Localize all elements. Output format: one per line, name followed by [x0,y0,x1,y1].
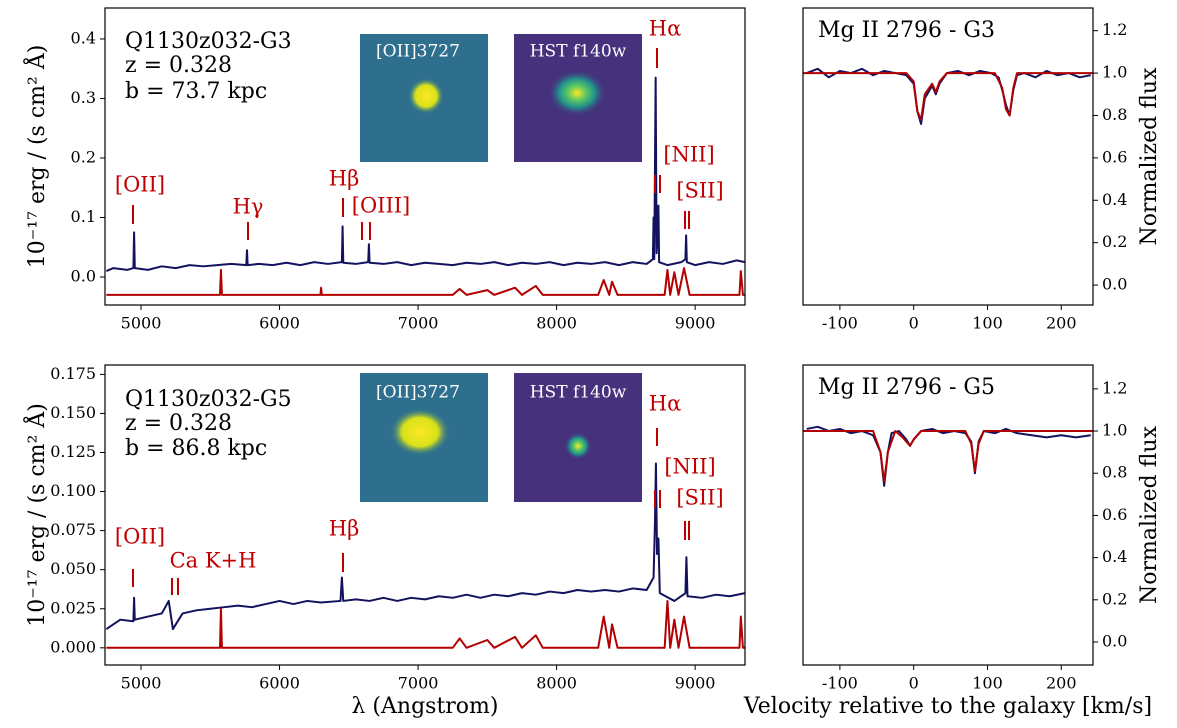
emission-line-label: [OIII] [352,194,411,218]
y-axis-label: 10⁻¹⁷ erg / (s cm² Å) [22,403,50,627]
y-tick-label: 0.0 [1102,632,1127,651]
x-tick-label: -100 [822,314,858,333]
y-tick-label: 0.2 [71,147,96,166]
emission-line-label: Ca K+H [170,549,257,573]
y-tick-label: 0.2 [1102,589,1127,608]
y-tick-label: 0.2 [1102,232,1127,251]
annotation: z = 0.328 [125,53,232,78]
y-tick-label: 0.175 [50,364,96,383]
inset-blob [564,432,592,460]
emission-line-label: [SII] [676,179,723,203]
axes-frame [104,364,746,666]
y-tick-label: 0.150 [50,403,96,422]
spectrum-line [806,67,1091,125]
y-tick-label: 0.4 [71,28,96,47]
y-tick-label: 0.3 [71,88,96,107]
inset-blob [547,69,607,117]
x-tick-label: 5000 [121,314,162,333]
spectrum-line [105,76,745,272]
x-tick-label: 8000 [536,674,577,693]
y-tick-label: 0.1 [71,207,96,226]
inset-blob [408,78,444,114]
annotation: b = 73.7 kpc [125,79,267,104]
x-tick-label: 0 [909,674,919,693]
panel-title: Mg II 2796 - G5 [818,375,995,400]
x-tick-label: 200 [1046,674,1077,693]
inset-label: HST f140w [530,383,627,403]
emission-line-label: [NII] [663,143,714,167]
x-tick-label: 9000 [675,674,716,693]
panel-title: Mg II 2796 - G3 [818,18,995,43]
y-tick-label: 0.100 [50,481,96,500]
y-tick-label: 0.0 [1102,275,1127,294]
y-tick-label: 0.0 [71,267,96,286]
x-tick-label: 100 [972,314,1003,333]
axes-frame [104,7,746,306]
y-axis-label: 10⁻¹⁷ erg / (s cm² Å) [22,45,50,269]
inset-label: [OII]3727 [376,383,460,403]
spectrum-line [806,425,1091,487]
emission-line-label: [OII] [115,173,165,197]
annotation: z = 0.328 [125,411,232,436]
emission-line-label: Hγ [233,195,264,219]
annotation: Q1130z032-G3 [125,29,292,54]
annotation: b = 86.8 kpc [125,436,267,461]
y-tick-label: 0.8 [1102,463,1127,482]
x-tick-label: 9000 [675,314,716,333]
emission-line-label: [SII] [676,486,723,510]
insets [360,34,642,502]
x-tick-label: 0 [909,314,919,333]
x-tick-label: -100 [822,674,858,693]
y-tick-label: 1.2 [1102,20,1127,39]
emission-line-label: [NII] [664,455,715,479]
emission-line-label: [OII] [115,525,165,549]
x-tick-label: 100 [972,674,1003,693]
inset-label: [OII]3727 [376,42,460,62]
y-tick-label: 0.6 [1102,147,1127,166]
y-tick-label: 1.0 [1102,421,1127,440]
y-tick-label: 0.050 [50,559,96,578]
spectrum-line [106,599,745,649]
axes-frame [802,7,1094,306]
y-tick-label: 1.2 [1102,378,1127,397]
y-tick-label: 0.075 [50,520,96,539]
emission-line-label: Hβ [329,167,359,191]
x-tick-label: 6000 [259,314,300,333]
emission-line-label: Hα [649,17,682,41]
plot-area [803,67,1093,125]
x-tick-label: 7000 [398,674,439,693]
annotation: Q1130z032-G5 [125,387,292,412]
emission-line-label: Hβ [329,517,359,541]
y-axis-label: Normalized flux [1137,425,1162,604]
y-tick-label: 0.025 [50,598,96,617]
y-tick-label: 0.000 [50,637,96,656]
y-tick-label: 0.6 [1102,505,1127,524]
x-tick-label: 200 [1046,314,1077,333]
y-tick-label: 0.4 [1102,190,1127,209]
plot-area [105,462,745,649]
axes-frame [802,364,1094,666]
spectrum-line [803,430,1093,483]
x-tick-label: 6000 [259,674,300,693]
y-tick-label: 0.4 [1102,547,1127,566]
y-tick-label: 1.0 [1102,63,1127,82]
y-axis-label: Normalized flux [1137,67,1162,246]
x-tick-label: 5000 [121,674,162,693]
y-tick-label: 0.125 [50,442,96,461]
x-axis-label: Velocity relative to the galaxy [km/s] [743,694,1152,719]
spectrum-line [105,462,745,631]
inset-blob [390,408,450,456]
plot-area [803,425,1093,487]
inset-label: HST f140w [530,42,627,62]
x-tick-label: 8000 [536,314,577,333]
spectrum-line [106,267,745,296]
x-axis-label: λ (Angstrom) [352,694,499,719]
plot-area [105,76,745,296]
emission-line-label: Hα [649,392,682,416]
x-tick-label: 7000 [398,314,439,333]
y-tick-label: 0.8 [1102,105,1127,124]
spectrum-line [803,72,1093,121]
